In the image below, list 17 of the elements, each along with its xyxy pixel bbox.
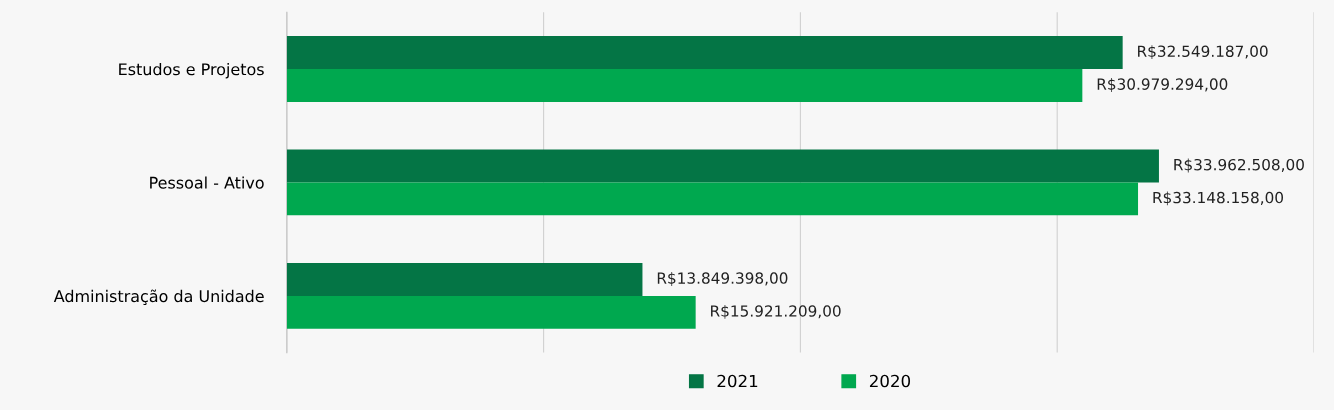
data-label: R$33.148.158,00 (1153, 191, 1284, 206)
legend-label: 2021 (717, 374, 758, 388)
data-label: R$33.962.508,00 (1174, 158, 1304, 173)
data-label: R$32.549.187,00 (1138, 45, 1268, 60)
y-tick-label: Administração da Unidade (53, 289, 264, 306)
data-label: R$30.979.294,00 (1097, 78, 1228, 92)
bar (286, 182, 1139, 216)
bar (286, 262, 643, 296)
y-tick-label: Estudos e Projetos (119, 62, 264, 79)
bar (286, 295, 696, 329)
bar (286, 149, 1159, 183)
legend-label: 2020 (869, 374, 911, 388)
data-label: R$15.921.209,00 (711, 304, 841, 319)
bar (286, 69, 1083, 102)
data-label: R$13.849.398,00 (657, 272, 788, 286)
y-tick-label: Pessoal - Ativo (150, 176, 264, 189)
bar (286, 36, 1123, 70)
